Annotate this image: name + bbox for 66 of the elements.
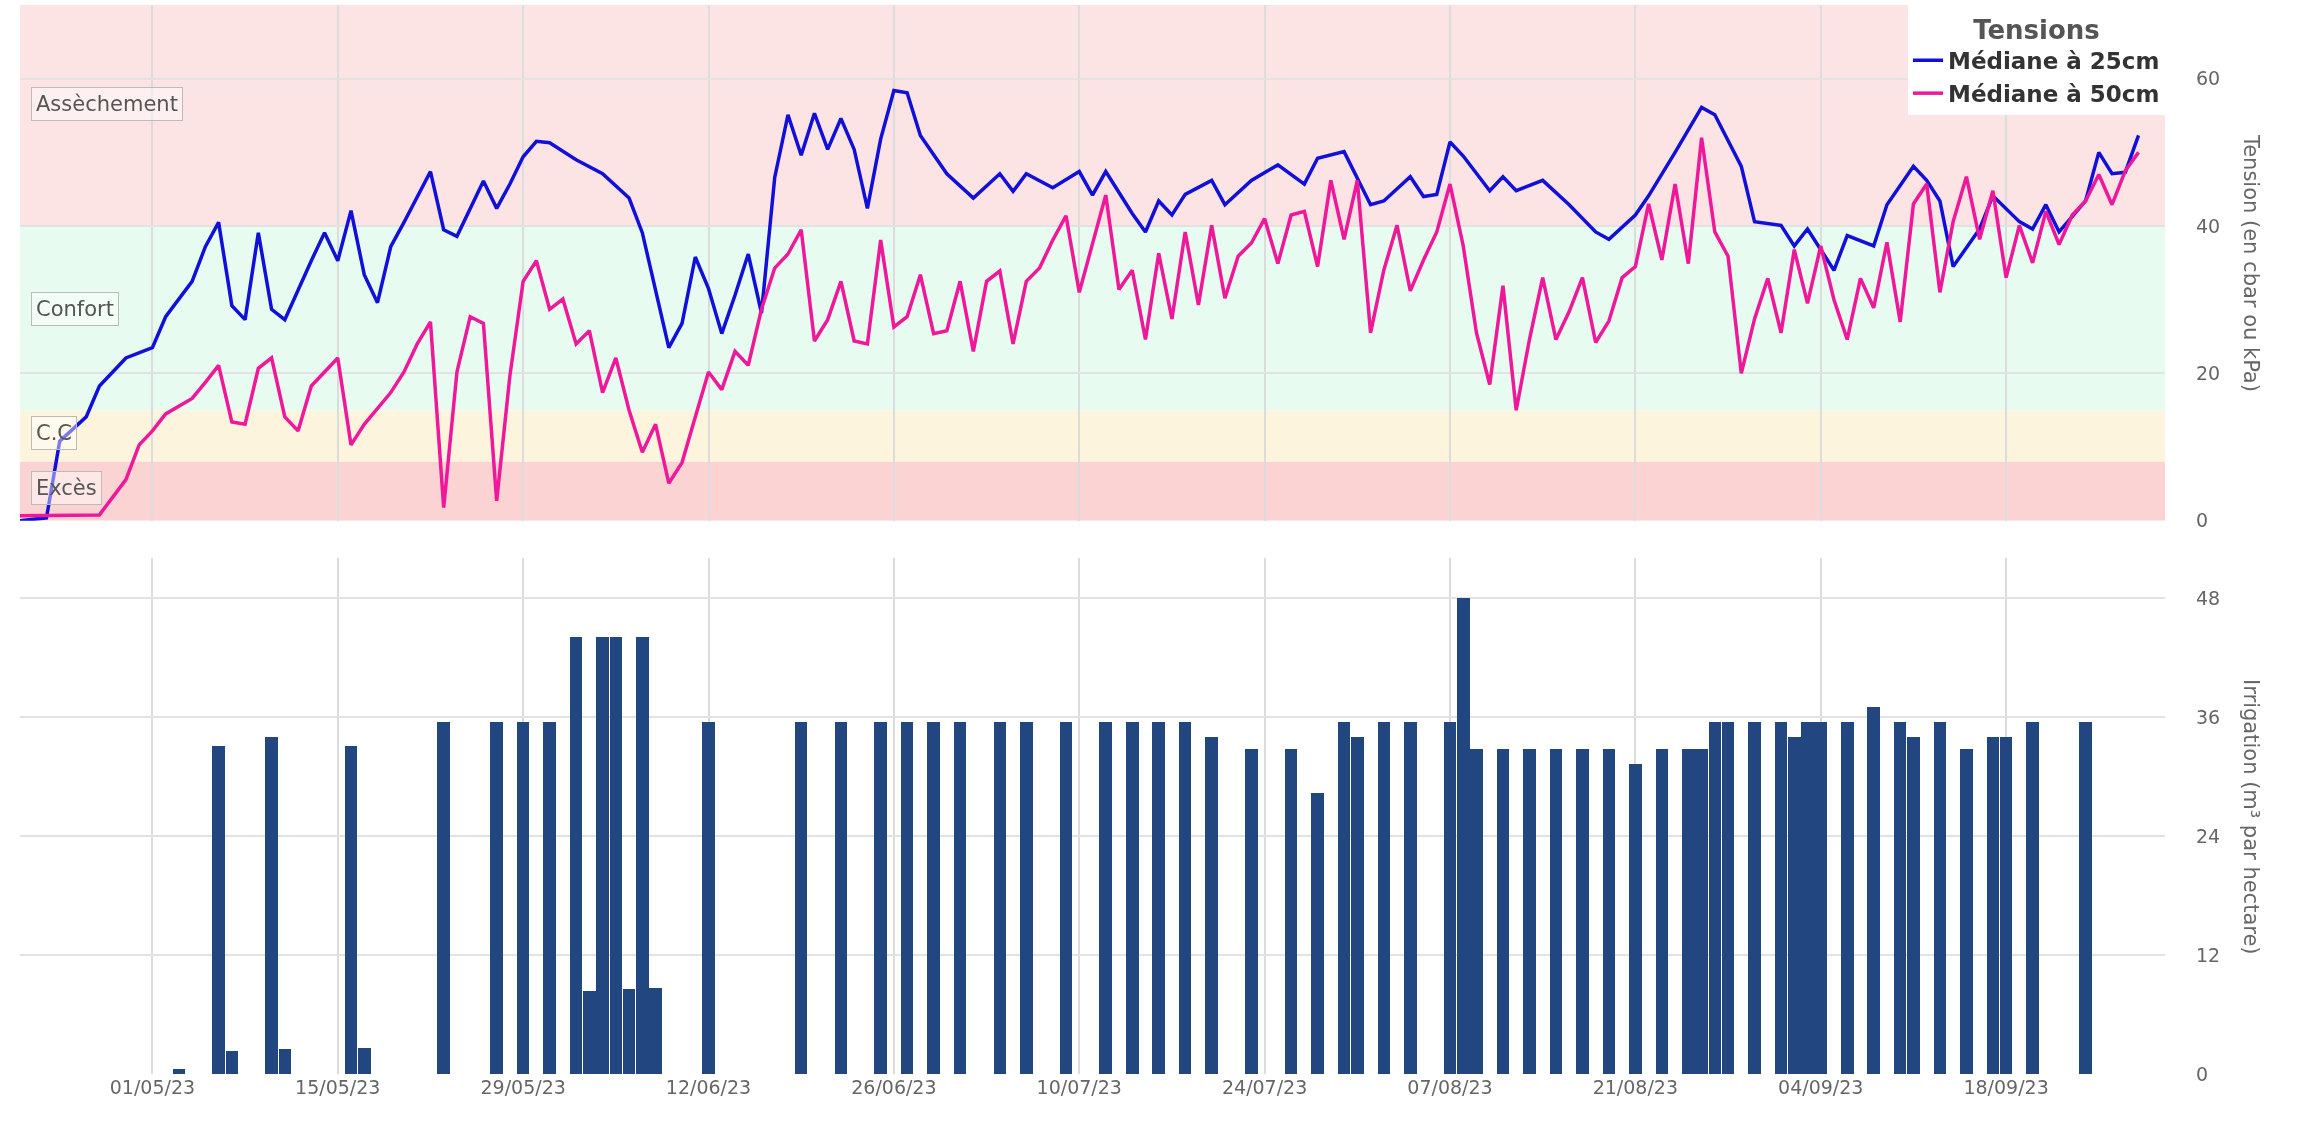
- bar: [795, 722, 807, 1074]
- bar: [1629, 764, 1642, 1074]
- y-tick-label: 60: [2196, 67, 2221, 90]
- y-tick-label: 0: [2196, 1062, 2209, 1085]
- x-tick-label: 24/07/23: [1221, 1076, 1308, 1098]
- y-tick-label: 20: [2196, 362, 2221, 385]
- bar: [1099, 722, 1112, 1074]
- legend-label: Médiane à 25cm: [1948, 48, 2160, 75]
- bar: [1311, 793, 1324, 1074]
- x-tick-label: 10/07/23: [1036, 1076, 1122, 1098]
- bar: [1603, 749, 1615, 1074]
- y-axis-title: Tension (en cbar ou kPa): [2238, 133, 2263, 392]
- x-tick-label: 07/08/23: [1407, 1076, 1493, 1098]
- y-axis-title: Irrigation (m³ par hectare): [2239, 679, 2264, 955]
- bar: [490, 722, 503, 1074]
- bar: [1020, 722, 1033, 1074]
- x-tick-label: 29/05/23: [480, 1076, 566, 1098]
- bar: [517, 722, 529, 1074]
- y-tick-label: 12: [2196, 943, 2221, 966]
- legend-label: Médiane à 50cm: [1948, 81, 2160, 108]
- bar: [994, 722, 1006, 1074]
- bar: [1867, 707, 1880, 1074]
- x-tick-label: 21/08/23: [1592, 1076, 1679, 1098]
- bar: [1126, 722, 1139, 1074]
- bar: [901, 722, 913, 1074]
- x-tick-label: 01/05/23: [109, 1076, 196, 1098]
- bar: [1748, 722, 1761, 1074]
- bar: [543, 722, 556, 1074]
- x-tick-label: 15/05/23: [295, 1076, 381, 1098]
- bar: [1179, 722, 1191, 1074]
- y-tick-label: 40: [2196, 214, 2221, 237]
- bar: [1205, 737, 1218, 1074]
- bar: [1497, 749, 1509, 1074]
- bar: [1152, 722, 1165, 1074]
- bar: [702, 722, 715, 1074]
- bar: [954, 722, 966, 1074]
- bar: [2026, 722, 2039, 1074]
- bar: [437, 722, 450, 1074]
- bar: [1656, 749, 1668, 1074]
- bar: [927, 722, 940, 1074]
- bar: [173, 1069, 185, 1074]
- bar: [1285, 749, 1297, 1074]
- band-label: Confort: [36, 297, 114, 321]
- legend-title: Tensions: [1973, 14, 2100, 45]
- x-tick-label: 26/06/23: [851, 1076, 937, 1098]
- x-tick-label: 12/06/23: [665, 1076, 752, 1098]
- y-tick-label: 0: [2196, 509, 2209, 532]
- y-tick-label: 24: [2196, 824, 2221, 847]
- bar: [1576, 749, 1589, 1074]
- bar: [874, 722, 887, 1074]
- y-tick-label: 48: [2196, 586, 2221, 609]
- x-tick-label: 18/09/23: [1963, 1076, 2049, 1098]
- bar: [1523, 749, 1536, 1074]
- bar: [1934, 722, 1946, 1074]
- x-tick-label: 04/09/23: [1778, 1076, 1864, 1098]
- bar: [1960, 749, 1973, 1074]
- y-tick-label: 36: [2196, 705, 2221, 728]
- bar: [1060, 722, 1072, 1074]
- bar: [1550, 749, 1562, 1074]
- bar: [1841, 722, 1854, 1074]
- bar: [2079, 722, 2092, 1074]
- bar: [1378, 722, 1390, 1074]
- band-label: Assèchement: [36, 92, 178, 116]
- bar: [1245, 749, 1258, 1074]
- bar: [835, 722, 847, 1074]
- bar: [1404, 722, 1417, 1074]
